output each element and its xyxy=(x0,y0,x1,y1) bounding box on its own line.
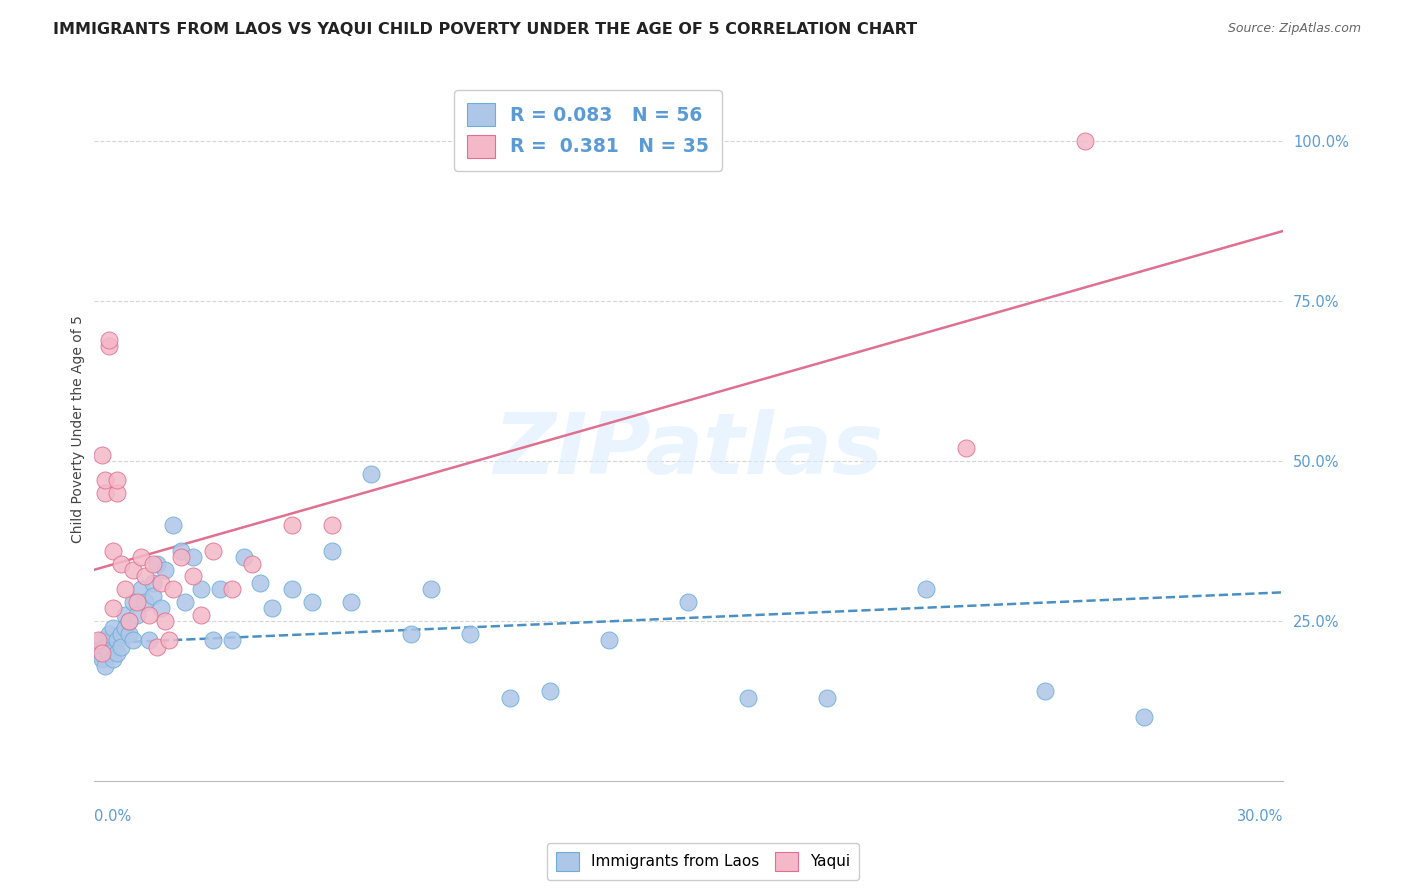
Point xyxy=(103,601,125,615)
Point xyxy=(94,658,117,673)
Point xyxy=(94,486,117,500)
Point xyxy=(146,640,169,654)
Point xyxy=(538,684,561,698)
Point xyxy=(105,486,128,500)
Point xyxy=(142,589,165,603)
Point xyxy=(458,627,481,641)
Point xyxy=(281,518,304,533)
Point xyxy=(1133,710,1156,724)
Point xyxy=(181,569,204,583)
Point xyxy=(114,620,136,634)
Point xyxy=(98,627,121,641)
Point xyxy=(221,582,243,596)
Point xyxy=(233,550,256,565)
Point xyxy=(105,633,128,648)
Y-axis label: Child Poverty Under the Age of 5: Child Poverty Under the Age of 5 xyxy=(72,315,86,543)
Point xyxy=(260,601,283,615)
Point xyxy=(103,620,125,634)
Text: 0.0%: 0.0% xyxy=(94,809,131,824)
Point xyxy=(149,601,172,615)
Point xyxy=(134,595,156,609)
Point xyxy=(94,640,117,654)
Point xyxy=(90,646,112,660)
Point xyxy=(321,518,343,533)
Point xyxy=(209,582,232,596)
Point xyxy=(118,614,141,628)
Point xyxy=(138,633,160,648)
Text: IMMIGRANTS FROM LAOS VS YAQUI CHILD POVERTY UNDER THE AGE OF 5 CORRELATION CHART: IMMIGRANTS FROM LAOS VS YAQUI CHILD POVE… xyxy=(53,22,918,37)
Point xyxy=(86,633,108,648)
Point xyxy=(142,557,165,571)
Point xyxy=(221,633,243,648)
Point xyxy=(127,595,149,609)
Point xyxy=(105,474,128,488)
Point xyxy=(173,595,195,609)
Point xyxy=(157,633,180,648)
Point xyxy=(678,595,700,609)
Point xyxy=(598,633,620,648)
Point xyxy=(146,557,169,571)
Point xyxy=(162,582,184,596)
Point xyxy=(98,333,121,347)
Point xyxy=(129,550,152,565)
Point xyxy=(170,550,193,565)
Point xyxy=(103,652,125,666)
Point xyxy=(815,690,838,705)
Point xyxy=(190,582,212,596)
Point xyxy=(110,640,132,654)
Point xyxy=(122,563,145,577)
Point xyxy=(153,614,176,628)
Point xyxy=(134,569,156,583)
Point xyxy=(190,607,212,622)
Point xyxy=(240,557,263,571)
Point xyxy=(399,627,422,641)
Point xyxy=(149,575,172,590)
Point xyxy=(153,563,176,577)
Point xyxy=(321,543,343,558)
Point xyxy=(170,543,193,558)
Point xyxy=(127,607,149,622)
Point xyxy=(201,633,224,648)
Point xyxy=(105,646,128,660)
Point xyxy=(86,646,108,660)
Point xyxy=(281,582,304,596)
Text: ZIPatlas: ZIPatlas xyxy=(494,409,883,491)
Point xyxy=(340,595,363,609)
Point xyxy=(1074,135,1097,149)
Point xyxy=(138,607,160,622)
Point xyxy=(181,550,204,565)
Point xyxy=(118,627,141,641)
Point xyxy=(301,595,323,609)
Point xyxy=(110,627,132,641)
Point xyxy=(114,607,136,622)
Point xyxy=(103,543,125,558)
Point xyxy=(110,557,132,571)
Point xyxy=(122,633,145,648)
Point xyxy=(162,518,184,533)
Point xyxy=(90,448,112,462)
Legend: Immigrants from Laos, Yaqui: Immigrants from Laos, Yaqui xyxy=(547,843,859,880)
Point xyxy=(419,582,441,596)
Point xyxy=(737,690,759,705)
Point xyxy=(94,474,117,488)
Point xyxy=(129,582,152,596)
Point xyxy=(90,652,112,666)
Point xyxy=(249,575,271,590)
Point xyxy=(98,646,121,660)
Point xyxy=(114,582,136,596)
Point xyxy=(499,690,522,705)
Point xyxy=(1033,684,1056,698)
Point xyxy=(955,442,977,456)
Point xyxy=(118,614,141,628)
Point xyxy=(122,595,145,609)
Point xyxy=(915,582,938,596)
Point xyxy=(142,575,165,590)
Point xyxy=(360,467,382,481)
Point xyxy=(90,633,112,648)
Legend: R = 0.083   N = 56, R =  0.381   N = 35: R = 0.083 N = 56, R = 0.381 N = 35 xyxy=(454,90,723,170)
Text: 30.0%: 30.0% xyxy=(1237,809,1284,824)
Point xyxy=(201,543,224,558)
Point xyxy=(98,339,121,353)
Text: Source: ZipAtlas.com: Source: ZipAtlas.com xyxy=(1227,22,1361,36)
